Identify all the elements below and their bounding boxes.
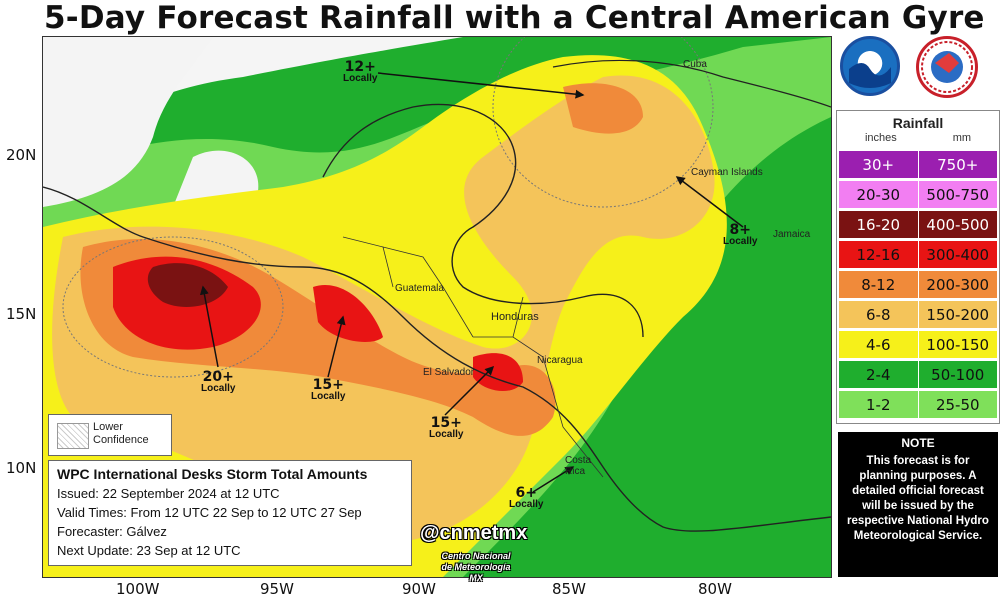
info-issued: Issued: 22 September 2024 at 12 UTC	[57, 486, 280, 501]
lat-label-10n: 10N	[6, 459, 37, 477]
lon-label-95w: 95W	[260, 580, 294, 598]
legend-row: 12-16 300-400	[839, 241, 997, 268]
label-guatemala: Guatemala	[395, 283, 444, 294]
legend-mm-value: 100-150	[926, 335, 990, 354]
callout-15plus-west: 15+ Locally	[311, 377, 346, 402]
legend-mm-value: 25-50	[935, 395, 980, 414]
legend-row: 1-2 25-50	[839, 391, 997, 418]
legend-inches-value: 1-2	[839, 391, 919, 418]
label-honduras: Honduras	[491, 311, 539, 323]
map-title: 5-Day Forecast Rainfall with a Central A…	[44, 0, 985, 36]
coastline-cuba	[552, 59, 831, 108]
legend-inches-value: 30+	[839, 151, 919, 178]
label-jamaica: Jamaica	[773, 229, 811, 240]
legend-row: 4-6 100-150	[839, 331, 997, 358]
label-costa-rica: Costa Rica	[565, 455, 592, 477]
watermark-org: Centro Nacional de Meteorología MX	[441, 551, 511, 583]
rain-12-16-east	[473, 353, 523, 392]
legend-row: 2-4 50-100	[839, 361, 997, 388]
legend-mm-value: 500-750	[926, 185, 990, 204]
legend-row: 16-20 400-500	[839, 211, 997, 238]
callout-arrows	[199, 72, 744, 493]
lat-label-20n: 20N	[6, 146, 37, 164]
label-nicaragua: Nicaragua	[537, 355, 583, 366]
rain-6-8-region	[52, 75, 715, 544]
legend-inches-value: 8-12	[839, 271, 919, 298]
nws-logo	[916, 36, 978, 98]
country-borders	[342, 236, 604, 478]
legend-row: 6-8 150-200	[839, 301, 997, 328]
info-next-update: Next Update: 23 Sep at 12 UTC	[57, 543, 241, 558]
callout-20plus: 20+ Locally	[201, 369, 236, 394]
legend-row: 30+ 750+	[839, 151, 997, 178]
legend-row: 20-30 500-750	[839, 181, 997, 208]
note-body: This forecast is for planning purposes. …	[847, 455, 989, 542]
coastline-yucatan	[322, 103, 644, 338]
label-el-salvador: El Salvador	[423, 367, 475, 378]
lon-label-80w: 80W	[698, 580, 732, 598]
lower-confidence-key: Lower Confidence	[48, 414, 172, 456]
lat-label-15n: 15N	[6, 305, 37, 323]
legend-mm-value: 300-400	[926, 245, 990, 264]
legend-inches-value: 16-20	[839, 211, 919, 238]
label-cayman-islands: Cayman Islands	[691, 167, 763, 178]
legend-mm-value: 750+	[937, 155, 979, 174]
legend-inches-value: 4-6	[839, 331, 919, 358]
legend-units: inches mm	[837, 132, 999, 144]
info-forecaster: Forecaster: Gálvez	[57, 524, 167, 539]
lon-label-100w: 100W	[116, 580, 160, 598]
legend-inches-value: 20-30	[839, 181, 919, 208]
info-title: WPC International Desks Storm Total Amou…	[57, 466, 368, 482]
legend-mm-value: 200-300	[926, 275, 990, 294]
rainfall-legend: Rainfall inches mm 30+ 750+ 20-30 500-750 16…	[836, 110, 1000, 424]
watermark-handle: @cnmetmx	[420, 522, 528, 544]
noaa-logo	[840, 36, 900, 96]
callout-12plus: 12+ Locally	[343, 59, 378, 84]
hatch-swatch	[57, 423, 89, 449]
lon-label-90w: 90W	[402, 580, 436, 598]
dry-land-nw	[43, 37, 213, 207]
legend-mm-value: 400-500	[926, 215, 990, 234]
legend-inches-value: 12-16	[839, 241, 919, 268]
rain-16-20-core	[147, 263, 228, 307]
lower-confidence-label: Lower Confidence	[93, 421, 149, 446]
callout-15plus-east: 15+ Locally	[429, 415, 464, 440]
low-confidence-area-west	[62, 236, 284, 378]
legend-unit-mm: mm	[952, 132, 972, 144]
legend-row: 8-12 200-300	[839, 271, 997, 298]
info-box: WPC International Desks Storm Total Amou…	[48, 460, 412, 566]
legend-mm-value: 50-100	[931, 365, 985, 384]
note-box: NOTE This forecast is for planning purpo…	[838, 432, 998, 577]
callout-8plus: 8+ Locally	[723, 222, 758, 247]
low-confidence-area-east	[492, 37, 714, 208]
legend-mm-value: 150-200	[926, 305, 990, 324]
coastline	[43, 186, 831, 532]
legend-inches-value: 6-8	[839, 301, 919, 328]
note-title: NOTE	[901, 436, 935, 450]
label-cuba: Cuba	[683, 59, 707, 70]
rain-12-16-mid	[313, 285, 383, 342]
rainfall-map: 12+ Locally 8+ Locally 20+ Locally 15+ Local…	[42, 36, 832, 578]
lon-label-85w: 85W	[552, 580, 586, 598]
legend-inches-value: 2-4	[839, 361, 919, 388]
legend-heading: Rainfall	[892, 115, 944, 131]
info-valid-times: Valid Times: From 12 UTC 22 Sep to 12 UT…	[57, 505, 362, 520]
callout-6plus: 6+ Locally	[509, 485, 544, 510]
legend-unit-inches: inches	[864, 132, 897, 144]
